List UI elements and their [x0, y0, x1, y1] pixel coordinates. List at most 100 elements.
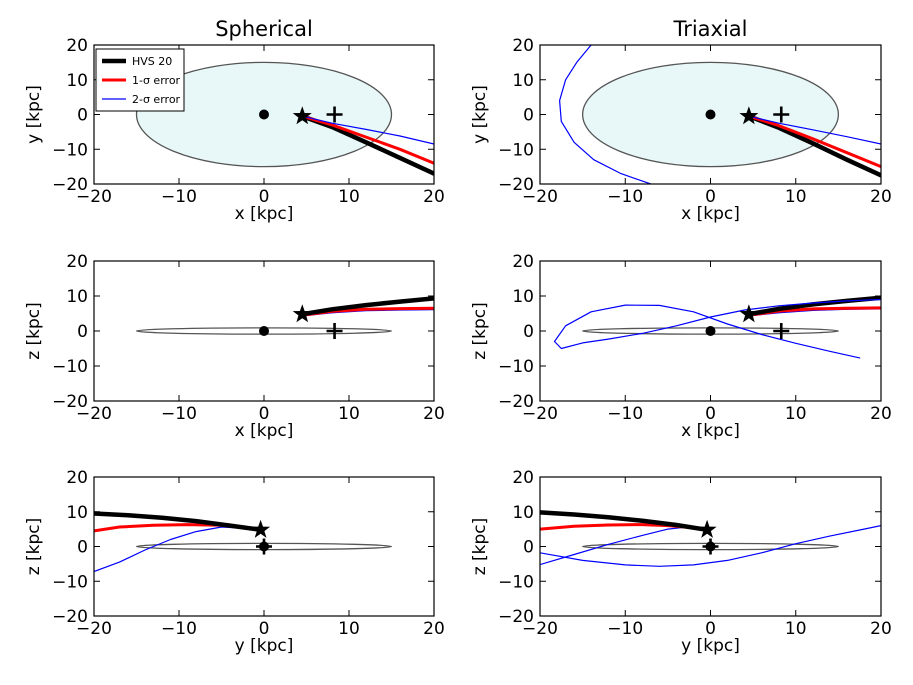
- y-tick-label: 20: [512, 252, 534, 272]
- panel-title: Triaxial: [672, 17, 747, 41]
- y-tick-label: −20: [52, 392, 88, 412]
- panel-spherical-xz: −20 −10 0 10 20 20 10 0 −10 −20 x [kpc] z [kpc]: [24, 252, 445, 441]
- x-tick-label: 0: [705, 187, 716, 207]
- panel-triaxial-yz: −20 −10 0 10 20 20 10 0 −10 −20 y [kpc] z [kpc]: [470, 468, 892, 656]
- x-tick-label: 10: [338, 187, 360, 207]
- x-tick-label: −10: [607, 187, 643, 207]
- hvs-current-position-marker: [292, 106, 312, 125]
- panel-spherical-yz: −20 −10 0 10 20 20 10 0 −10 −20 y [kpc] z [kpc]: [24, 468, 445, 656]
- x-tick-label: −20: [522, 404, 558, 424]
- y-axis-label: z [kpc]: [470, 518, 490, 576]
- y-tick-label: −10: [52, 357, 88, 377]
- y-tick-label: 20: [512, 468, 534, 488]
- x-tick-label: 20: [423, 187, 445, 207]
- x-tick-label: 20: [870, 619, 892, 639]
- x-tick-label: −20: [76, 619, 112, 639]
- galactic-center-marker: [705, 326, 716, 336]
- x-tick-label: 10: [785, 187, 807, 207]
- x-tick-label: 0: [259, 619, 270, 639]
- series-hvs-line: [540, 510, 710, 533]
- legend-label: 1-σ error: [132, 74, 181, 87]
- x-tick-label: 10: [785, 619, 807, 639]
- y-axis-label: z [kpc]: [24, 302, 44, 360]
- y-axis-label: y [kpc]: [24, 85, 44, 144]
- hvs-current-position-marker: [251, 519, 271, 538]
- y-axis-label: y [kpc]: [470, 85, 490, 144]
- y-tick-label: −10: [498, 140, 534, 160]
- galactic-center-marker: [259, 109, 269, 120]
- x-axis-label: y [kpc]: [681, 636, 740, 656]
- y-tick-label: −20: [498, 175, 534, 195]
- y-tick-label: 20: [66, 36, 88, 56]
- sun-position-marker: [326, 106, 343, 123]
- y-tick-label: −20: [498, 607, 534, 627]
- x-tick-label: 10: [338, 404, 360, 424]
- y-tick-label: −20: [498, 392, 534, 412]
- sun-position-marker: [773, 323, 790, 339]
- y-tick-label: 20: [66, 468, 88, 488]
- y-tick-label: 0: [77, 322, 88, 342]
- x-tick-label: −20: [522, 619, 558, 639]
- series-err1-line: [747, 114, 881, 169]
- series-err1-line: [300, 114, 434, 165]
- hvs-current-position-marker: [739, 304, 759, 323]
- x-tick-label: 20: [870, 187, 892, 207]
- x-tick-label: 0: [259, 404, 270, 424]
- y-tick-label: 10: [66, 287, 88, 307]
- y-tick-label: −10: [498, 572, 534, 592]
- y-tick-label: 0: [523, 538, 534, 558]
- y-tick-label: 10: [512, 71, 534, 91]
- x-tick-label: 0: [705, 404, 716, 424]
- y-tick-label: 0: [523, 106, 534, 126]
- x-tick-label: −10: [161, 404, 197, 424]
- hvs-current-position-marker: [739, 106, 759, 125]
- y-tick-label: 20: [66, 252, 88, 272]
- x-tick-label: −20: [76, 187, 112, 207]
- plot-area: [135, 296, 434, 339]
- panel-title: Spherical: [215, 17, 313, 41]
- panel-triaxial-xy: Triaxial −20 −10 0 10 20 20 10 0 −10 −20 x [kpc] y […: [470, 17, 892, 224]
- hvs-current-position-marker: [292, 304, 312, 323]
- plot-area: [94, 511, 393, 573]
- galactic-center-marker: [259, 326, 269, 336]
- x-tick-label: −20: [76, 404, 112, 424]
- series-err2-line: [558, 45, 652, 184]
- plot-area: [135, 61, 434, 176]
- x-axis-label: y [kpc]: [235, 636, 294, 656]
- legend-label: 2-σ error: [132, 93, 181, 106]
- hvs-current-position-marker: [697, 519, 717, 538]
- y-tick-label: 0: [77, 106, 88, 126]
- y-tick-label: −20: [52, 607, 88, 627]
- panel-spherical-xy: Spherical −20 −10 0 10 20 20 10 0 −10 −20 x [kpc] y …: [24, 17, 445, 224]
- panel-triaxial-xz: −20 −10 0 10 20 20 10 0 −10 −20 x [kpc] z [kpc]: [470, 252, 892, 441]
- x-tick-label: 20: [423, 619, 445, 639]
- x-tick-label: 20: [423, 404, 445, 424]
- x-tick-label: −10: [607, 404, 643, 424]
- x-tick-label: −10: [607, 619, 643, 639]
- y-tick-label: −10: [498, 357, 534, 377]
- x-tick-label: 0: [259, 187, 270, 207]
- x-axis-label: x [kpc]: [681, 204, 740, 224]
- y-axis-label: z [kpc]: [24, 518, 44, 576]
- y-tick-label: 10: [66, 503, 88, 523]
- x-tick-label: 0: [705, 619, 716, 639]
- x-tick-label: −20: [522, 187, 558, 207]
- y-tick-label: −10: [52, 572, 88, 592]
- y-tick-label: 0: [523, 322, 534, 342]
- y-tick-label: −20: [52, 175, 88, 195]
- y-tick-label: −10: [52, 140, 88, 160]
- legend-label: HVS 20: [132, 55, 172, 68]
- y-tick-label: 10: [512, 503, 534, 523]
- series-err2-line: [301, 115, 434, 145]
- sun-position-marker: [773, 106, 790, 123]
- x-axis-label: x [kpc]: [235, 421, 294, 441]
- x-axis-label: x [kpc]: [235, 204, 294, 224]
- series-err2-line: [540, 525, 708, 566]
- plot-area: [558, 45, 881, 184]
- sun-position-marker: [326, 323, 343, 339]
- galactic-center-marker: [705, 109, 716, 120]
- series-hvs-line: [300, 296, 434, 317]
- series-err2-line: [748, 115, 881, 145]
- x-tick-label: 20: [870, 404, 892, 424]
